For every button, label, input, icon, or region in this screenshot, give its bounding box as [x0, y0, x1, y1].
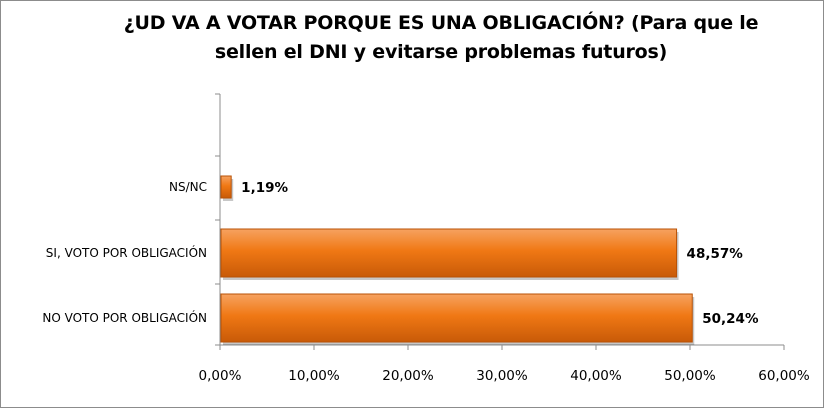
data-label: 1,19%	[241, 180, 288, 196]
data-label: 50,24%	[702, 311, 759, 327]
x-tick-label: 30,00%	[476, 368, 528, 384]
x-tick-label: 50,00%	[664, 368, 716, 384]
bar	[220, 293, 693, 343]
category-label: NS/NC	[169, 180, 207, 194]
x-tick-label: 10,00%	[288, 368, 340, 384]
bar	[220, 175, 232, 199]
data-label: 48,57%	[687, 246, 744, 262]
category-label: NO VOTO POR OBLIGACIÓN	[42, 310, 207, 325]
bar	[220, 228, 678, 278]
category-label: SI, VOTO POR OBLIGACIÓN	[46, 245, 207, 260]
x-tick-label: 40,00%	[570, 368, 622, 384]
x-tick-label: 0,00%	[199, 368, 242, 384]
chart-title: ¿UD VA A VOTAR PORQUE ES UNA OBLIGACIÓN?…	[123, 12, 759, 63]
x-tick-label: 20,00%	[382, 368, 434, 384]
x-tick-label: 60,00%	[758, 368, 810, 384]
